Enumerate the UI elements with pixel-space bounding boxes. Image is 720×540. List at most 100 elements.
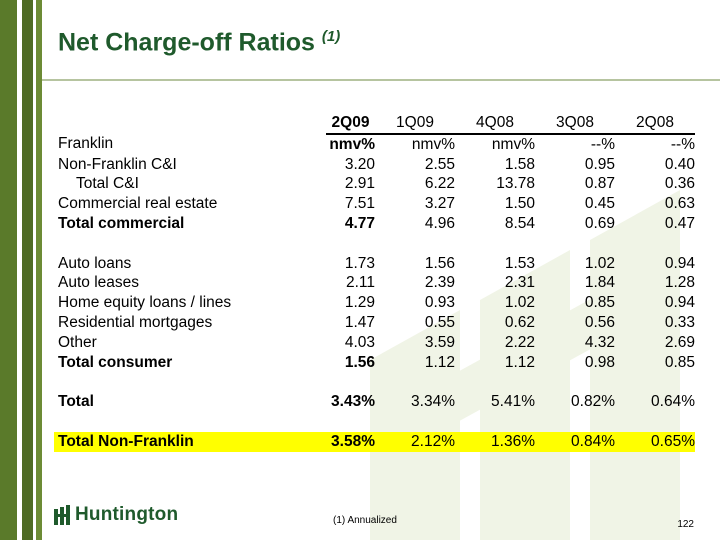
table-row: Auto loans 1.73 1.56 1.53 1.02 0.94 (54, 254, 695, 274)
cell: 3.59 (424, 333, 455, 351)
cell: 0.40 (664, 155, 695, 173)
table-row-highlighted: Total Non-Franklin 3.58% 2.12% 1.36% 0.8… (54, 431, 695, 452)
cell: nmv% (411, 135, 455, 153)
left-stripe (22, 0, 33, 540)
row-label: Commercial real estate (58, 195, 218, 213)
brand-logo: Huntington (54, 504, 178, 526)
table-row: Residential mortgages 1.47 0.55 0.62 0.5… (54, 313, 695, 333)
col-header: 1Q09 (375, 113, 455, 135)
page-number: 122 (677, 519, 694, 530)
left-stripe-gap (33, 0, 36, 540)
cell: nmv% (491, 135, 535, 153)
row-label: Other (58, 333, 97, 351)
cell: 1.73 (344, 254, 375, 272)
cell: 0.95 (584, 155, 615, 173)
cell: 1.56 (424, 254, 455, 272)
cell: 3.20 (344, 155, 375, 173)
cell: 4.77 (344, 214, 375, 232)
left-stripe (0, 0, 17, 540)
cell: 0.82% (571, 393, 615, 411)
cell: 0.94 (664, 254, 695, 272)
row-label: Auto loans (58, 254, 132, 272)
brand-name: Huntington (75, 504, 179, 525)
cell: 0.36 (664, 175, 695, 193)
row-label: Total Non-Franklin (54, 431, 326, 452)
cell: 2.12% (375, 431, 455, 452)
cell: 1.28 (664, 274, 695, 292)
row-label: Total C&I (76, 175, 139, 193)
cell: 0.98 (584, 353, 615, 371)
col-header: 3Q08 (535, 113, 615, 135)
cell: 2.31 (504, 274, 535, 292)
row-label: Residential mortgages (58, 313, 213, 331)
cell: 1.12 (424, 353, 455, 371)
table-row: Auto leases 2.11 2.39 2.31 1.84 1.28 (54, 273, 695, 293)
title-text: Net Charge-off Ratios (58, 28, 315, 57)
charge-off-table: 2Q09 1Q09 4Q08 3Q08 2Q08 Franklin nmv% n… (54, 113, 695, 452)
cell: --% (590, 135, 615, 153)
cell: 0.94 (664, 294, 695, 312)
spacer-row (54, 372, 695, 392)
cell: 2.22 (504, 333, 535, 351)
spacer-row (54, 234, 695, 254)
cell: 0.47 (664, 214, 695, 232)
title-divider (42, 79, 720, 81)
col-header: 4Q08 (455, 113, 535, 135)
cell: 3.43% (331, 393, 375, 411)
cell: 1.56 (344, 353, 375, 371)
cell: 0.93 (424, 294, 455, 312)
cell: 1.02 (584, 254, 615, 272)
spacer-row (54, 412, 695, 432)
cell: 0.63 (664, 195, 695, 213)
table-row-total: Total 3.43% 3.34% 5.41% 0.82% 0.64% (54, 392, 695, 412)
watermark-logo (370, 190, 680, 540)
cell: 1.36% (455, 431, 535, 452)
cell: 13.78 (496, 175, 535, 193)
header-blank (54, 113, 326, 134)
cell: 0.55 (424, 313, 455, 331)
row-label: Total consumer (58, 353, 173, 371)
spacer-cell (54, 372, 695, 392)
table-row-total: Total consumer 1.56 1.12 1.12 0.98 0.85 (54, 353, 695, 373)
table-row: Commercial real estate 7.51 3.27 1.50 0.… (54, 194, 695, 214)
cell: 1.02 (504, 294, 535, 312)
cell: 6.22 (424, 175, 455, 193)
cell: 0.64% (651, 393, 695, 411)
huntington-logo-icon (54, 505, 70, 525)
table-row: Other 4.03 3.59 2.22 4.32 2.69 (54, 333, 695, 353)
cell: 1.53 (504, 254, 535, 272)
cell: 0.87 (584, 175, 615, 193)
table-row: Non-Franklin C&I 3.20 2.55 1.58 0.95 0.4… (54, 155, 695, 175)
cell: 2.55 (424, 155, 455, 173)
cell: 0.85 (584, 294, 615, 312)
row-label: Home equity loans / lines (58, 294, 232, 312)
cell: 1.12 (504, 353, 535, 371)
table-row: Home equity loans / lines 1.29 0.93 1.02… (54, 293, 695, 313)
col-header: 2Q08 (615, 113, 695, 135)
cell: 3.27 (424, 195, 455, 213)
cell: 1.84 (584, 274, 615, 292)
row-label: Auto leases (58, 274, 139, 292)
cell: 0.45 (584, 195, 615, 213)
table-header-row: 2Q09 1Q09 4Q08 3Q08 2Q08 (54, 113, 695, 135)
table-row-total: Total commercial 4.77 4.96 8.54 0.69 0.4… (54, 214, 695, 234)
cell: 8.54 (504, 214, 535, 232)
cell: 2.91 (344, 175, 375, 193)
cell: 0.69 (584, 214, 615, 232)
cell: 0.84% (535, 431, 615, 452)
row-label: Total commercial (58, 214, 185, 232)
row-label: Total (58, 393, 94, 411)
cell: 3.34% (411, 393, 455, 411)
cell: 7.51 (344, 195, 375, 213)
row-label: Non-Franklin C&I (58, 155, 177, 173)
cell: 0.33 (664, 313, 695, 331)
cell: 2.11 (345, 274, 375, 292)
cell: 4.03 (344, 333, 375, 351)
left-stripe-gap (17, 0, 22, 540)
spacer-cell (54, 412, 695, 432)
title-footnote-marker: (1) (321, 28, 341, 45)
left-stripe (36, 0, 42, 540)
cell: 5.41% (491, 393, 535, 411)
cell: 1.29 (344, 294, 375, 312)
footnote: (1) Annualized (333, 515, 397, 526)
